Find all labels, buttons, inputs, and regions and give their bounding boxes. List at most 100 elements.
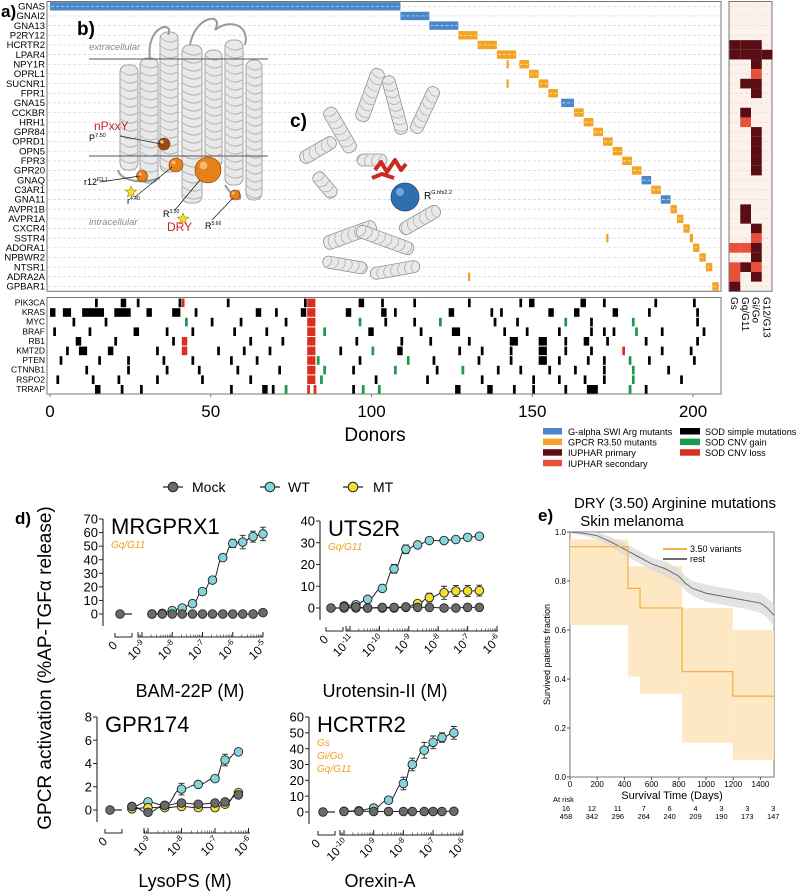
panel-label-e: e)	[538, 506, 553, 525]
helix-turn	[309, 148, 314, 160]
coupling-cell	[740, 243, 751, 253]
mutation-block	[400, 11, 430, 21]
mutation-event	[146, 308, 152, 317]
mutation-event	[564, 317, 568, 327]
sphere-highlight	[138, 172, 142, 176]
helix-turn	[160, 45, 178, 51]
helix-turn	[140, 95, 158, 101]
x-tick-label: 400	[618, 780, 632, 789]
coupling-cell	[740, 49, 751, 60]
helix-turn	[182, 58, 202, 64]
mutation-event	[66, 346, 69, 356]
coupling-cell	[751, 49, 762, 60]
data-point	[377, 602, 388, 613]
x-axis-label: BAM-22P (M)	[136, 681, 245, 701]
helix-turn	[416, 114, 426, 122]
helix-turn	[326, 257, 332, 268]
helix-turn	[328, 117, 341, 123]
g-protein-structure-image	[299, 68, 441, 280]
mutation-event	[461, 365, 465, 375]
helix-turn	[225, 101, 243, 107]
mutation-event	[689, 346, 693, 356]
data-point-mock-zero	[326, 603, 336, 613]
mutation-event	[165, 365, 169, 375]
mutation-event	[307, 308, 316, 317]
gene-label: FPR3	[21, 156, 45, 167]
mutation-block	[622, 156, 632, 166]
x-tick-label: 10-5	[245, 637, 270, 662]
coupling-cell	[751, 233, 762, 243]
mutation-event	[426, 375, 429, 384]
mutation-event	[91, 375, 95, 384]
data-point	[474, 531, 485, 541]
at-risk-count: 173	[741, 812, 754, 821]
mutation-event	[631, 317, 635, 327]
mutation-event	[496, 365, 500, 375]
series-wt	[147, 526, 268, 619]
x-tick-label: 1000	[697, 780, 715, 789]
helix-turn	[383, 266, 387, 277]
plot-title: MRGPRX1	[111, 514, 220, 539]
mutation-event	[358, 356, 362, 365]
helix-turn	[388, 101, 401, 105]
data-point	[412, 602, 423, 613]
mutation-event	[413, 298, 417, 308]
mutation-event	[352, 385, 355, 394]
r440-label: r4.40	[127, 196, 140, 206]
panel-label-d: d)	[15, 509, 31, 528]
coupling-label: Gq/G11	[317, 764, 351, 775]
mutation-event	[262, 385, 268, 394]
helix-turn	[225, 45, 243, 51]
mutation-event	[50, 308, 56, 317]
mutation-event	[590, 317, 593, 327]
mutation-event	[384, 317, 388, 327]
coupling-cell	[751, 262, 762, 272]
data-point	[176, 784, 187, 794]
helix-turn	[246, 65, 262, 71]
variant-survival-curve	[570, 546, 774, 697]
data-point	[449, 728, 459, 738]
data-point	[233, 790, 244, 800]
data-point	[193, 799, 203, 809]
data-point	[258, 607, 268, 618]
x-axis-label: Urotensin-II (M)	[322, 681, 447, 701]
helix-body	[323, 106, 357, 154]
residue-sphere	[194, 156, 222, 184]
x-axis	[339, 830, 463, 836]
helix-turn	[120, 126, 138, 132]
mutation-event	[98, 356, 101, 365]
helix-turn	[393, 121, 406, 126]
helix-turn	[413, 216, 419, 228]
data-point	[339, 806, 349, 817]
helix-turn	[425, 209, 431, 221]
coupling-cell	[729, 40, 741, 50]
at-risk-count: 240	[663, 812, 676, 821]
mutation-event	[660, 327, 664, 336]
mutation-event	[439, 317, 442, 327]
data-point	[368, 806, 379, 817]
helix	[204, 49, 223, 169]
helix-turn	[225, 109, 243, 115]
helix-turn	[120, 142, 138, 148]
mutation-event	[455, 385, 461, 394]
mutation-event	[156, 375, 159, 384]
x-tick-label: 0	[308, 836, 323, 851]
data-point	[143, 807, 153, 818]
mutation-event	[525, 327, 529, 336]
helix-turn	[182, 90, 202, 96]
legend-swatch	[543, 449, 562, 456]
mutation-event	[172, 337, 175, 346]
mutation-event	[532, 375, 535, 384]
mutation-block	[593, 127, 603, 137]
helix-turn	[357, 111, 369, 118]
mutation-event	[313, 385, 317, 394]
mutation-event	[307, 337, 316, 346]
gene-label: NTSR1	[14, 262, 45, 273]
pointer-line	[174, 179, 201, 211]
y-tick-label: 6	[85, 733, 92, 748]
x-tick-label: 600	[645, 780, 659, 789]
mutation-event	[586, 385, 598, 394]
at-risk-count: 264	[637, 812, 650, 821]
mutation-block	[506, 60, 509, 69]
helix-turn	[246, 185, 262, 191]
